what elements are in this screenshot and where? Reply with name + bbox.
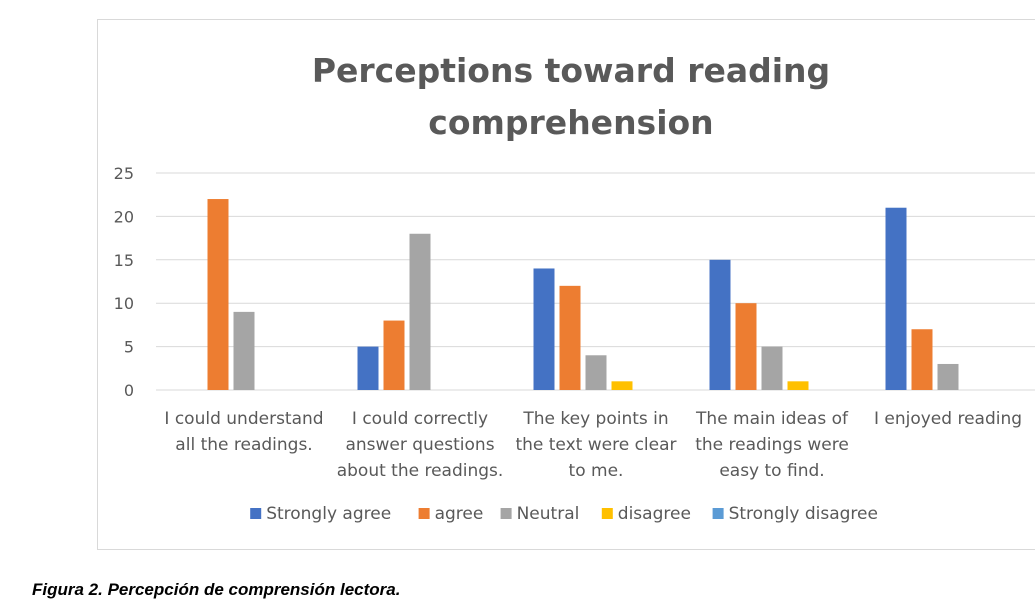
bar [787,381,809,390]
bar [207,199,229,390]
x-tick-label: to me. [569,461,624,481]
legend-label: Neutral [517,504,580,524]
bar [383,320,405,390]
legend-swatch [712,508,724,519]
bar [409,233,431,390]
bar [585,355,607,390]
legend-swatch [500,508,512,519]
legend-label: agree [435,504,484,524]
bar-chart: Perceptions toward reading comprehension 0… [114,51,1035,524]
chart-title-line: Perceptions toward reading [312,51,830,90]
bar [533,268,555,390]
bar [233,311,255,390]
y-tick-label: 15 [114,251,134,270]
chart-frame: Perceptions toward reading comprehension 0… [97,19,1035,550]
legend-swatch [250,508,262,519]
x-tick-label: answer questions [345,435,494,455]
bar [761,346,783,390]
bar [937,363,959,390]
x-tick-label: I could correctly [352,409,488,429]
chart-title-line: comprehension [428,103,713,142]
x-tick-label: I could understand [164,409,323,429]
y-tick-label: 20 [114,207,134,226]
x-tick-label: about the readings. [337,461,504,481]
x-tick-label: the text were clear [515,435,676,455]
y-tick-label: 0 [124,381,134,400]
y-tick-label: 25 [114,164,134,183]
bar [709,259,731,390]
legend-swatch [418,508,430,519]
x-tick-label: all the readings. [175,435,312,455]
bar [611,381,633,390]
x-tick-label: The key points in [522,409,668,429]
bar [885,207,907,390]
bar [357,346,379,390]
legend-label: Strongly agree [266,504,391,524]
legend-swatch [601,508,613,519]
x-tick-label: The main ideas of [695,409,849,429]
bar [911,329,933,390]
x-tick-label: the readings were [695,435,849,455]
y-tick-label: 5 [124,338,134,357]
legend-label: disagree [618,504,691,524]
y-tick-label: 10 [114,294,134,313]
bar [559,285,581,390]
bar [735,303,757,390]
figure-caption: Figura 2. Percepción de comprensión lect… [32,580,401,599]
legend-label: Strongly disagree [729,504,878,524]
x-tick-label: I enjoyed reading [874,409,1022,429]
x-tick-label: easy to find. [719,461,824,481]
